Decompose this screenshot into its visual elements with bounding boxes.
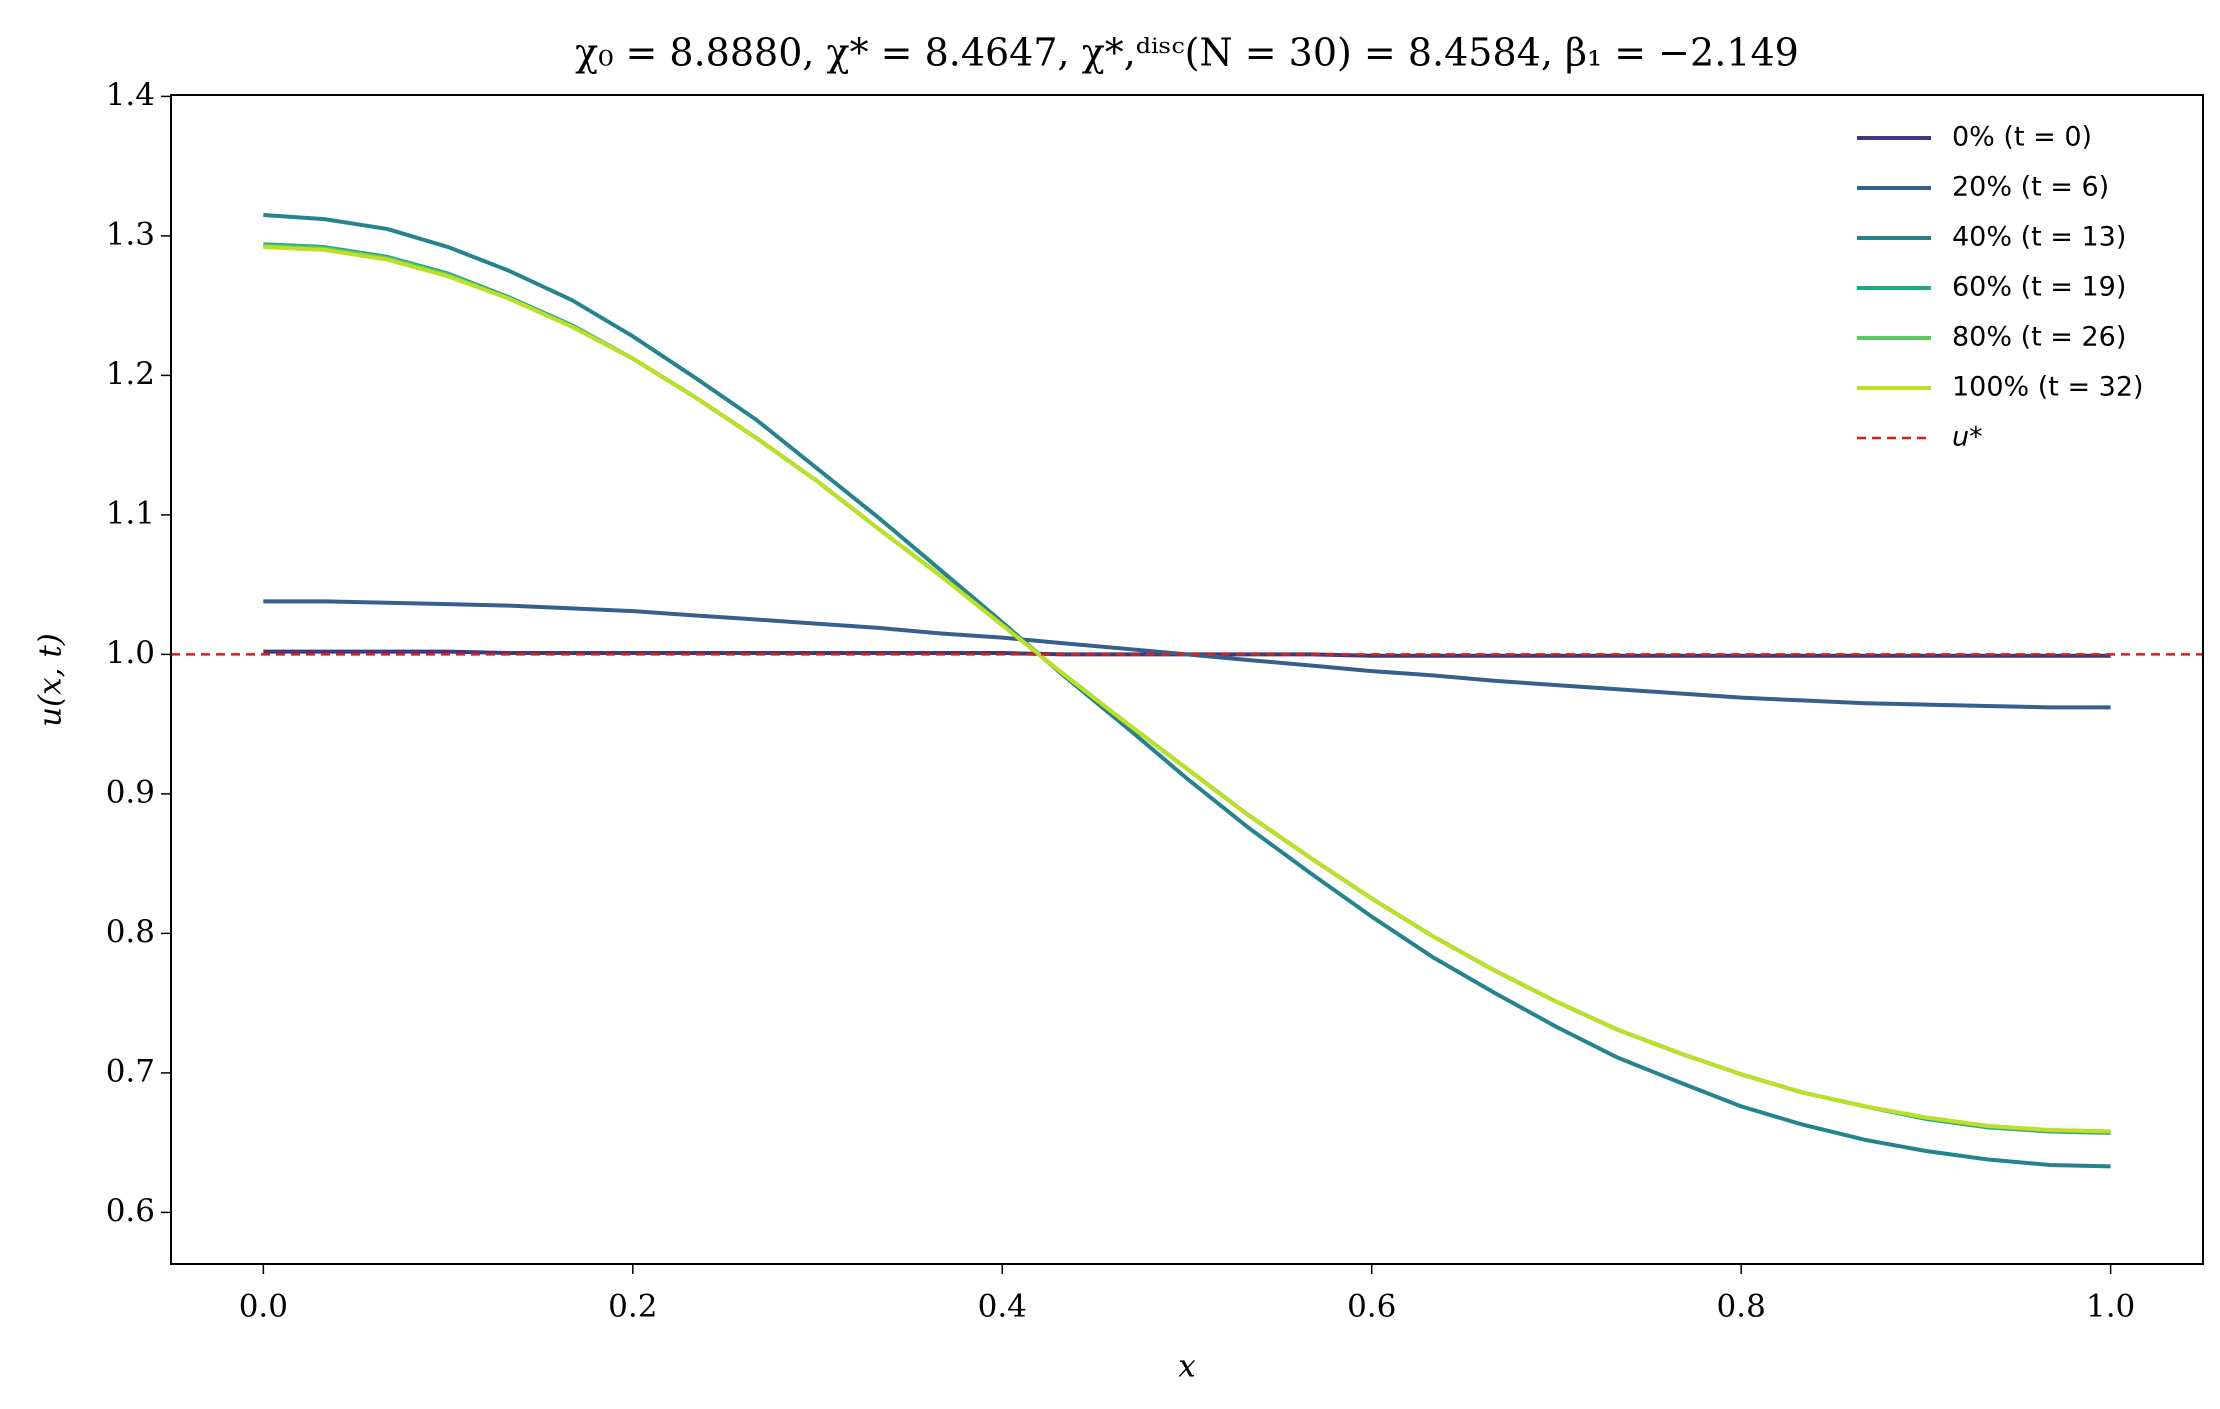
x-tick-label: 0.4 <box>978 1289 1027 1325</box>
y-axis-label: u(x, t) <box>33 633 69 727</box>
series-line <box>263 599 2111 710</box>
y-tick-label: 0.7 <box>106 1053 155 1089</box>
y-tick-label: 1.4 <box>106 77 155 113</box>
series-line <box>263 212 2111 1169</box>
legend-label: 60% (t = 19) <box>1952 272 2126 303</box>
legend-label: u* <box>1952 422 1983 453</box>
x-tick-label: 0.6 <box>1347 1289 1396 1325</box>
y-tick-label: 0.9 <box>106 774 155 810</box>
legend-label: 40% (t = 13) <box>1952 222 2126 253</box>
x-tick-label: 0.8 <box>1717 1289 1766 1325</box>
y-tick-label: 1.2 <box>106 356 155 392</box>
y-tick-label: 1.1 <box>106 495 155 531</box>
chart-title: χ₀ = 8.8880, χ* = 8.4647, χ*,ᵈⁱˢᶜ(N = 30… <box>575 31 1799 75</box>
y-tick-label: 1.3 <box>106 216 155 252</box>
plot-frame <box>170 94 2204 1265</box>
x-tick-label: 0.2 <box>608 1289 657 1325</box>
x-tick-label: 0.0 <box>239 1289 288 1325</box>
x-tick-label: 1.0 <box>2086 1289 2135 1325</box>
y-tick-label: 0.6 <box>106 1193 155 1229</box>
legend-label: 20% (t = 6) <box>1952 172 2109 203</box>
x-axis-label: x <box>1178 1349 1196 1385</box>
y-tick-label: 0.8 <box>106 914 155 950</box>
legend-label: 100% (t = 32) <box>1952 372 2144 403</box>
y-tick-label: 1.0 <box>106 635 155 671</box>
legend-label: 0% (t = 0) <box>1952 122 2092 153</box>
series-line <box>263 245 2111 1134</box>
legend-label: 80% (t = 26) <box>1952 322 2126 353</box>
